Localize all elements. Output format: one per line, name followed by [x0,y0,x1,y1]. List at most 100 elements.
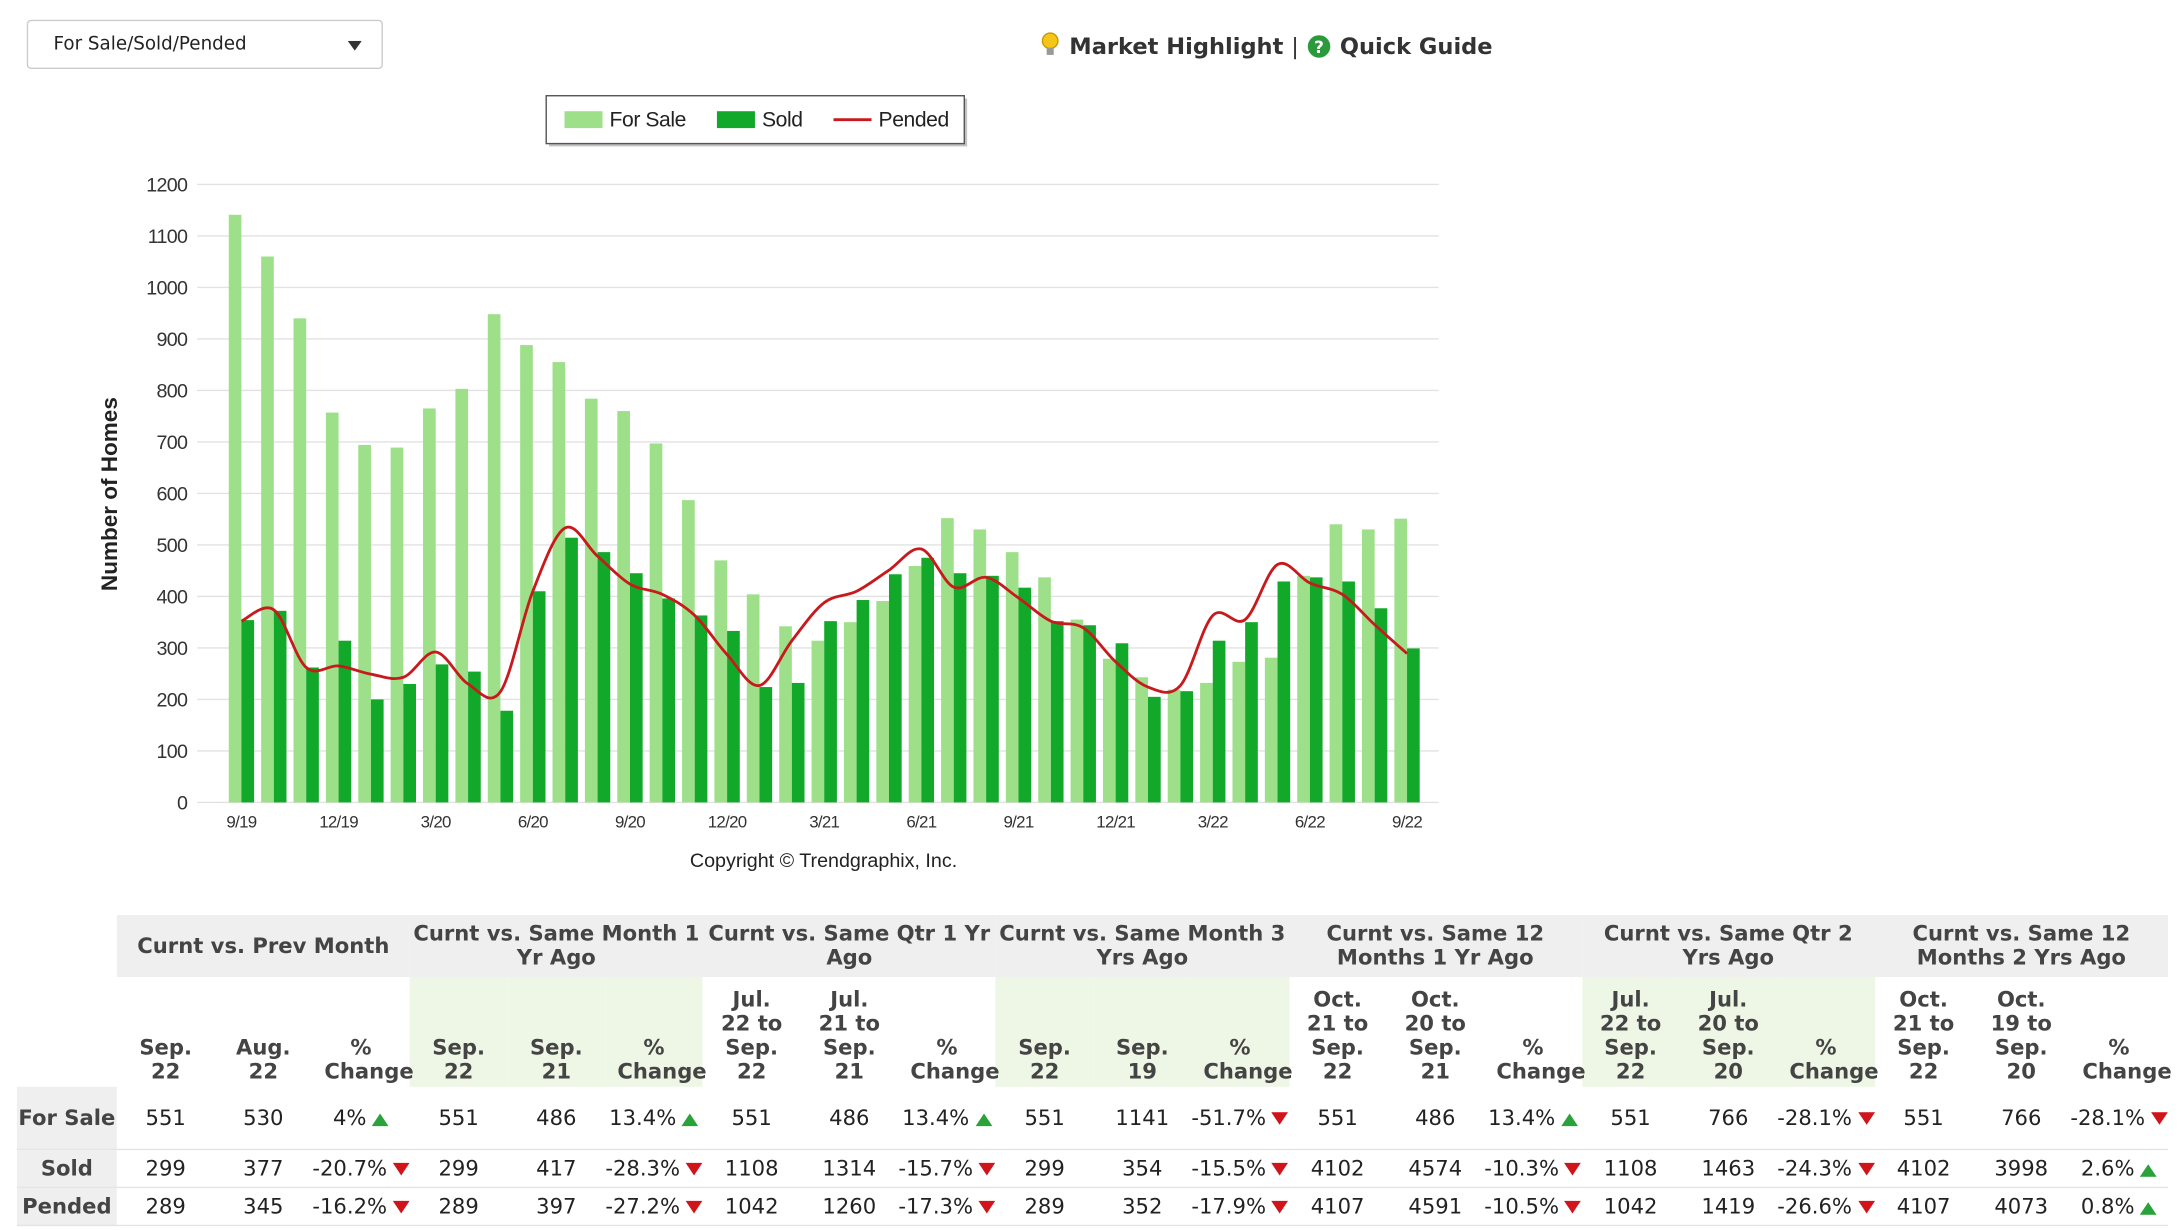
cell: -17.3% [898,1187,996,1227]
up-arrow [372,1112,389,1126]
down-arrow [1564,1200,1582,1213]
group-header: Curnt vs. Same Qtr 2 Yrs Ago [1581,915,1875,977]
down-arrow [1564,1162,1582,1175]
bar [358,445,371,803]
dropdown-label: For Sale/Sold/Pended [53,33,247,55]
cell: -26.6% [1777,1187,1875,1227]
cell: 13.4% [605,1086,703,1151]
column-header: Jul. 22 to Sep. 22 [1581,976,1680,1087]
column-header: % Change [1484,977,1585,1087]
cell: 299 [409,1149,508,1189]
cell: 1108 [1581,1149,1680,1189]
change-value: -26.6% [1777,1193,1853,1220]
value: 4591 [1408,1193,1463,1220]
column-label: % Change [324,1034,414,1084]
corner [16,915,117,977]
cell: -10.5% [1484,1187,1582,1227]
y-axis-title: Number of Homes [97,397,122,591]
column-header: Aug. 22 [215,977,313,1087]
value: 551 [438,1105,479,1131]
x-tick-label: 9/20 [615,813,645,832]
cell: 486 [1386,1086,1485,1151]
cell: 2.6% [2070,1149,2168,1189]
x-tick-label: 12/21 [1096,813,1135,832]
bar [370,699,384,803]
separator: | [1291,33,1299,60]
group-header: Curnt vs. Same Month 3 Yrs Ago [995,915,1289,977]
x-tick-label: 12/20 [708,813,747,832]
value: 551 [145,1105,186,1131]
up-arrow [2140,1163,2158,1177]
y-tick-label: 500 [156,535,187,557]
cell: 299 [116,1149,215,1189]
value: 354 [1122,1155,1163,1182]
down-arrow [1271,1111,1289,1125]
value: 766 [1708,1105,1749,1131]
column-header: Jul. 20 to Sep. 20 [1679,976,1778,1087]
bar [888,574,902,803]
cell: -17.9% [1191,1187,1289,1227]
change-value: 13.4% [902,1105,970,1131]
up-arrow [681,1112,699,1126]
legend-label: For Sale [610,109,686,132]
cell: -10.3% [1484,1149,1582,1189]
value: 551 [1317,1105,1358,1131]
change-value: -28.1% [1777,1105,1853,1131]
value: 377 [243,1155,284,1182]
bar [1245,622,1258,803]
value: 4107 [1896,1193,1951,1220]
quick-guide-link[interactable]: Quick Guide [1339,33,1493,60]
change-value: 4% [332,1105,367,1131]
column-label: Sep. 22 [432,1034,485,1084]
bar [694,615,708,803]
change-value: 2.6% [2080,1155,2135,1182]
bar [921,557,935,803]
value: 289 [1024,1193,1065,1220]
group-header: Curnt vs. Same 12 Months 2 Yrs Ago [1874,915,2168,977]
y-tick-label: 600 [156,483,187,505]
cell: -51.7% [1191,1086,1289,1151]
column-label: Sep. 22 [1018,1034,1071,1084]
column-label: Jul. 21 to Sep. 21 [818,986,880,1084]
value: 1419 [1701,1193,1756,1220]
cell: 1108 [702,1149,801,1189]
down-arrow [2150,1111,2168,1125]
up-arrow [1560,1112,1578,1126]
bar [1329,524,1343,803]
change-value: -27.2% [605,1193,681,1220]
value: 299 [1024,1155,1065,1182]
change-value: -15.5% [1191,1155,1267,1182]
bar [941,518,954,803]
change-value: -20.7% [312,1155,388,1182]
bar [1148,696,1161,803]
down-arrow [1857,1162,1875,1175]
bar [435,664,449,803]
value: 1108 [724,1155,779,1182]
value: 1042 [724,1193,779,1220]
cell: 4073 [1972,1187,2071,1227]
bar [617,411,630,803]
group-header: Curnt vs. Prev Month [116,915,410,977]
dropdown[interactable]: For Sale/Sold/Pended [26,19,383,69]
value: 345 [243,1193,284,1220]
bar [1297,575,1310,803]
legend-swatch [564,111,603,129]
bar [532,591,546,803]
bar [856,600,870,803]
group-header: Curnt vs. Same 12 Months 1 Yr Ago [1288,915,1582,977]
bar [953,573,967,803]
bar [759,687,773,803]
cell: -28.1% [2070,1086,2168,1151]
column-header: Sep. 19 [1093,976,1192,1087]
cell: 1314 [800,1149,899,1189]
column-header: Oct. 20 to Sep. 21 [1386,977,1484,1087]
column-label: Oct. 21 to Sep. 22 [1306,986,1369,1084]
cell: 345 [214,1187,313,1227]
bar [306,667,319,803]
down-arrow [1857,1111,1875,1125]
cell: 1260 [800,1187,899,1227]
cell: 486 [507,1086,606,1151]
cell: 289 [116,1187,215,1227]
bar [455,388,469,803]
market-highlight-link[interactable]: Market Highlight [1069,33,1284,60]
